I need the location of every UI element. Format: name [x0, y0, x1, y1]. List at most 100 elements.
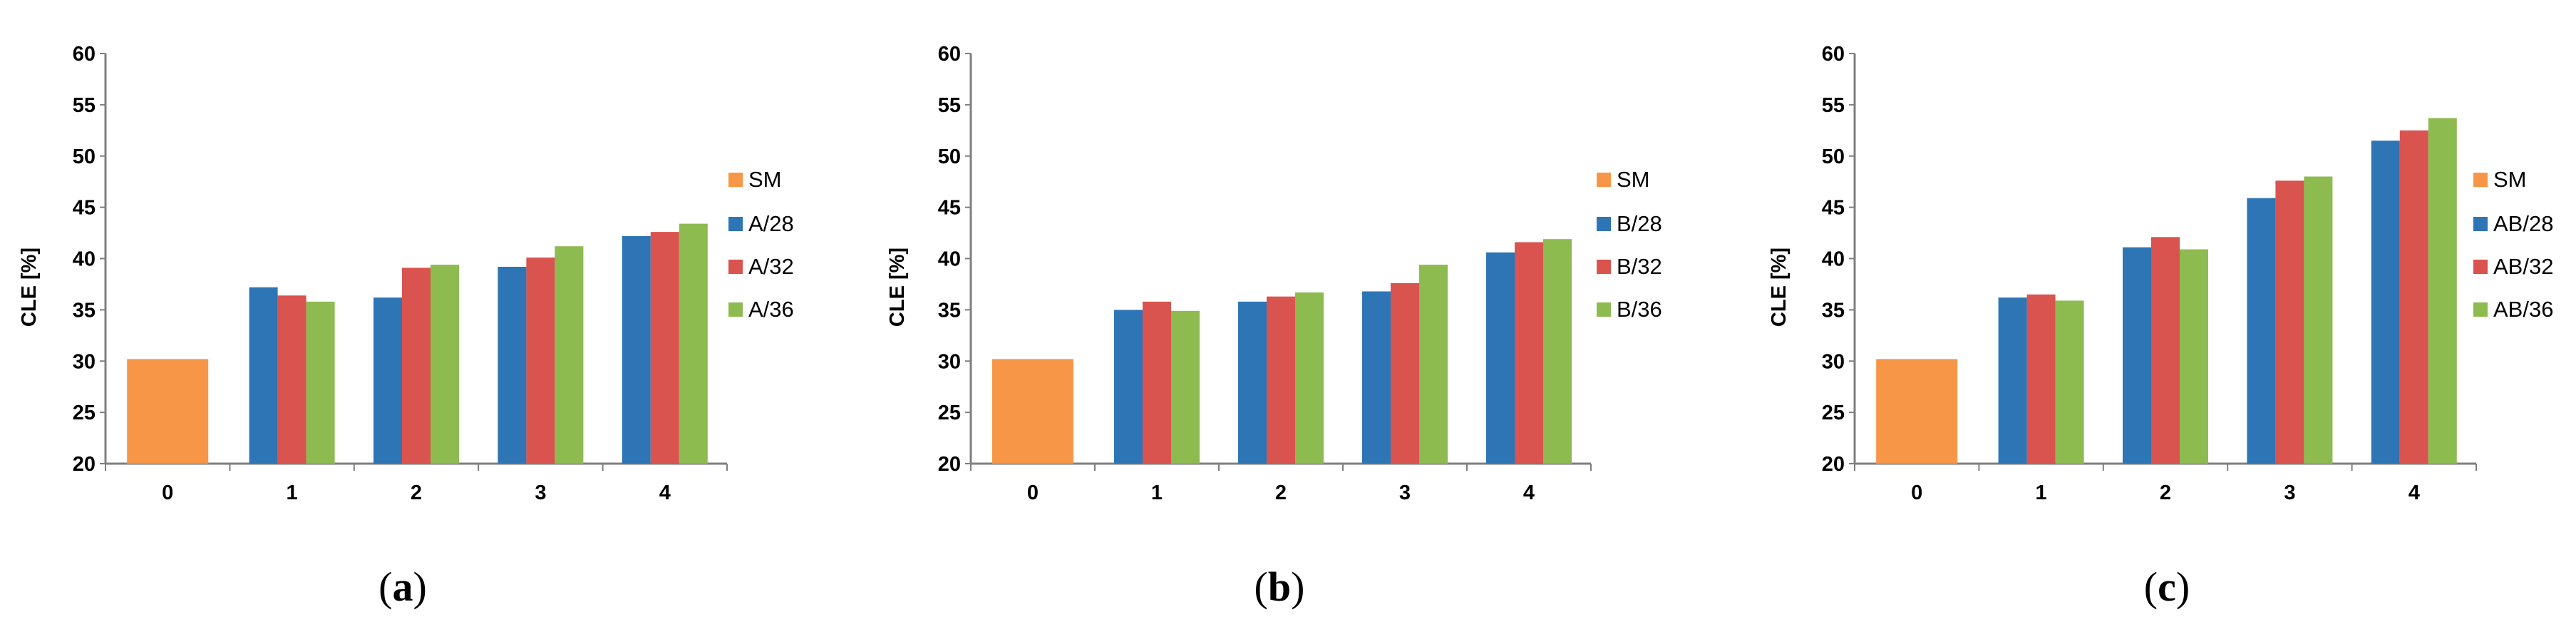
chart-panel-2: 20 25 30 35 40 45 50 55 60 CLE [%] 0 1 2 3 4 SM B/28 B/32…: [886, 43, 1662, 610]
y-tick-label: 25: [1822, 402, 1845, 424]
bar-AB/36-3: [2304, 176, 2333, 464]
y-tick-label: 60: [73, 43, 96, 66]
bar-AB/32-1: [2026, 294, 2056, 464]
bar-AB/36-2: [2180, 249, 2208, 464]
x-tick-label: 2: [2160, 481, 2171, 504]
bar-SM-0: [992, 359, 1073, 464]
bar-A/32-3: [526, 258, 555, 464]
y-axis-title: CLE [%]: [886, 248, 909, 327]
bar-B/32-4: [1515, 242, 1543, 464]
bar-B/32-1: [1143, 301, 1171, 464]
bar-AB/28-3: [2247, 198, 2276, 464]
x-tick-label: 2: [411, 481, 422, 504]
legend-label: AB/28: [2493, 211, 2553, 236]
y-tick-label: 30: [1822, 350, 1845, 373]
legend-label: SM: [748, 167, 782, 192]
legend-swatch: [728, 217, 743, 231]
legend-label: AB/36: [2493, 297, 2553, 322]
legend-swatch: [2473, 217, 2488, 231]
x-tick-label: 3: [2284, 481, 2295, 504]
bar-AB/28-4: [2371, 141, 2400, 464]
bar-A/28-3: [498, 267, 527, 464]
bar-B/36-3: [1419, 265, 1448, 464]
bar-B/36-4: [1543, 239, 1572, 464]
bar-B/36-1: [1171, 310, 1200, 464]
x-tick-label: 2: [1275, 481, 1287, 504]
legend: SM AB/28 AB/32 AB/36: [2473, 167, 2553, 322]
y-tick-label: 20: [1822, 453, 1845, 476]
legend-label: SM: [1617, 167, 1650, 192]
y-tick-label: 60: [938, 43, 961, 66]
y-tick-label: 25: [938, 402, 961, 424]
bar-A/28-4: [622, 235, 651, 464]
y-tick-label: 45: [1822, 197, 1845, 220]
bar-A/36-3: [555, 246, 584, 464]
bar-AB/32-4: [2399, 130, 2428, 464]
y-tick-label: 40: [1822, 248, 1845, 271]
bar-AB/28-1: [1998, 297, 2027, 464]
x-tick-label: 4: [1523, 481, 1535, 504]
bar-B/32-2: [1267, 296, 1295, 464]
bar-SM-0: [1876, 359, 1958, 464]
y-tick-label: 50: [938, 146, 961, 168]
x-tick-label: 4: [2408, 481, 2420, 504]
y-tick-label: 45: [73, 197, 96, 220]
legend-swatch: [2473, 302, 2488, 317]
bar-A/32-4: [650, 232, 679, 464]
bar-B/28-2: [1238, 301, 1267, 464]
legend-swatch: [1597, 260, 1611, 274]
y-tick-label: 55: [1822, 94, 1845, 117]
y-tick-label: 40: [938, 248, 961, 271]
y-tick-label: 35: [73, 299, 96, 322]
y-tick-label: 55: [938, 94, 961, 117]
bar-B/32-3: [1391, 283, 1419, 464]
y-tick-label: 20: [938, 453, 961, 476]
bar-A/28-1: [249, 287, 278, 464]
legend-swatch: [728, 260, 743, 274]
y-tick-label: 35: [1822, 299, 1845, 322]
bar-B/28-3: [1362, 291, 1391, 464]
y-tick-label: 20: [73, 453, 96, 476]
bar-A/32-2: [402, 267, 431, 464]
legend-swatch: [1597, 173, 1611, 187]
legend-swatch: [2473, 173, 2488, 187]
x-tick-label: 0: [162, 481, 173, 504]
y-tick-label: 50: [73, 146, 96, 168]
bar-B/28-4: [1486, 252, 1515, 464]
y-tick-label: 40: [73, 248, 96, 271]
legend-swatch: [1597, 302, 1611, 317]
x-tick-label: 3: [1399, 481, 1411, 504]
panel-label: (b): [1254, 564, 1305, 610]
panel-label: (a): [378, 564, 427, 610]
chart-panel-1: 20 25 30 35 40 45 50 55 60 CLE [%] 0 1 2 3 4 SM A/28 A/32…: [18, 43, 794, 610]
legend: SM B/28 B/32 B/36: [1597, 167, 1662, 322]
legend-label: AB/32: [2493, 254, 2553, 279]
legend-label: A/36: [748, 297, 794, 322]
y-tick-label: 30: [938, 350, 961, 373]
bar-AB/32-2: [2151, 237, 2180, 464]
x-tick-label: 1: [1151, 481, 1163, 504]
legend-swatch: [728, 302, 743, 317]
legend-swatch: [728, 173, 743, 187]
x-tick-label: 3: [535, 481, 546, 504]
bar-B/28-1: [1114, 310, 1143, 464]
x-tick-label: 0: [1027, 481, 1039, 504]
y-tick-label: 60: [1822, 43, 1845, 66]
bar-B/36-2: [1295, 292, 1324, 464]
bar-SM-0: [127, 359, 209, 464]
y-tick-label: 25: [73, 402, 96, 424]
bar-AB/36-1: [2055, 300, 2084, 464]
bar-AB/28-2: [2123, 247, 2151, 464]
panel-label: (c): [2144, 564, 2190, 610]
legend-label: A/28: [748, 211, 794, 236]
bar-A/32-1: [277, 295, 306, 464]
bar-AB/36-4: [2428, 118, 2457, 464]
y-tick-label: 35: [938, 299, 961, 322]
x-tick-label: 0: [1911, 481, 1922, 504]
y-tick-label: 55: [73, 94, 96, 117]
bar-A/36-4: [679, 223, 708, 464]
bar-AB/32-3: [2275, 180, 2304, 464]
y-axis-title: CLE [%]: [1768, 248, 1791, 327]
legend-label: B/36: [1617, 297, 1662, 322]
